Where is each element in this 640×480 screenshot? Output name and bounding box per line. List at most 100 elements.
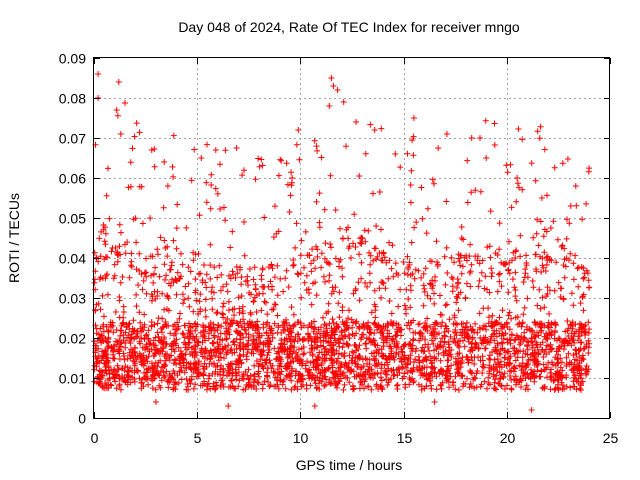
roti-point	[506, 355, 513, 361]
roti-point	[326, 379, 333, 386]
roti-point	[494, 342, 501, 349]
roti-point	[126, 274, 133, 281]
roti-point	[554, 368, 561, 375]
roti-point	[215, 357, 222, 364]
roti-point	[385, 275, 392, 282]
roti-point	[412, 266, 419, 273]
roti-point	[188, 177, 195, 184]
roti-point	[482, 117, 489, 124]
roti-point	[358, 275, 365, 282]
roti-point	[256, 340, 262, 347]
roti-point	[359, 235, 366, 242]
roti-point	[419, 372, 426, 379]
roti-point	[583, 343, 590, 350]
roti-point	[101, 256, 108, 263]
roti-point	[358, 240, 365, 247]
roti-point	[236, 377, 243, 384]
roti-point	[336, 289, 343, 296]
roti-point	[424, 315, 431, 322]
roti-point	[209, 295, 216, 302]
roti-point	[445, 328, 452, 335]
roti-point	[462, 381, 469, 387]
roti-point	[131, 376, 138, 383]
roti-point	[99, 372, 106, 379]
roti-point	[505, 312, 512, 319]
roti-point	[240, 376, 247, 382]
roti-point	[415, 381, 422, 388]
roti-point	[367, 121, 374, 128]
roti-point	[492, 385, 498, 392]
roti-point	[418, 274, 425, 281]
roti-point	[114, 362, 121, 369]
roti-point	[378, 326, 385, 333]
roti-point	[445, 357, 452, 364]
roti-point	[370, 190, 376, 197]
roti-point	[571, 330, 578, 337]
roti-point	[266, 383, 273, 390]
roti-point	[366, 249, 373, 256]
roti-point	[286, 322, 293, 329]
roti-point	[325, 300, 332, 307]
roti-point	[404, 271, 411, 278]
roti-point	[486, 289, 493, 296]
roti-point	[464, 157, 471, 164]
roti-point	[213, 310, 220, 317]
roti-point	[149, 385, 156, 392]
roti-point	[243, 356, 250, 363]
roti-point	[235, 383, 242, 390]
roti-point	[438, 385, 445, 392]
roti-point	[496, 270, 503, 277]
roti-point	[308, 268, 315, 275]
roti-point	[496, 220, 503, 227]
roti-point	[401, 370, 408, 377]
roti-point	[349, 360, 356, 366]
roti-point	[565, 333, 572, 339]
roti-point	[467, 283, 474, 290]
roti-point	[380, 280, 387, 287]
roti-point	[295, 271, 302, 278]
roti-point	[404, 150, 411, 157]
roti-point	[412, 348, 419, 355]
roti-point	[191, 350, 198, 356]
roti-point	[481, 285, 488, 292]
roti-point	[272, 383, 279, 390]
roti-point	[112, 372, 119, 379]
roti-point	[489, 349, 495, 355]
roti-point	[290, 261, 297, 268]
roti-point	[388, 367, 395, 374]
roti-point	[401, 352, 408, 359]
roti-point	[547, 386, 554, 393]
roti-point	[525, 339, 532, 346]
roti-point	[174, 269, 181, 276]
roti-point	[274, 329, 281, 336]
roti-point	[126, 320, 133, 327]
roti-point	[428, 360, 435, 367]
roti-point	[313, 385, 320, 392]
roti-point	[504, 169, 511, 176]
roti-point	[455, 387, 462, 393]
roti-point	[528, 366, 534, 373]
roti-point	[105, 334, 112, 341]
roti-point	[293, 368, 300, 375]
roti-point	[541, 249, 548, 256]
roti-point	[433, 238, 440, 245]
roti-point	[486, 355, 492, 362]
roti-point	[337, 371, 344, 378]
roti-point	[104, 357, 111, 364]
roti-point	[123, 324, 130, 331]
roti-point	[127, 340, 134, 346]
roti-point	[565, 339, 572, 346]
roti-point	[274, 350, 280, 357]
roti-point	[154, 363, 161, 370]
roti-point	[519, 186, 526, 193]
roti-point	[513, 198, 520, 205]
roti-point	[463, 319, 470, 326]
roti-point	[442, 333, 448, 340]
roti-point	[377, 374, 384, 381]
roti-point	[535, 332, 542, 339]
roti-point	[553, 259, 560, 266]
roti-point	[393, 351, 400, 358]
roti-point	[569, 367, 576, 374]
roti-point	[252, 176, 259, 183]
roti-point	[528, 335, 535, 342]
